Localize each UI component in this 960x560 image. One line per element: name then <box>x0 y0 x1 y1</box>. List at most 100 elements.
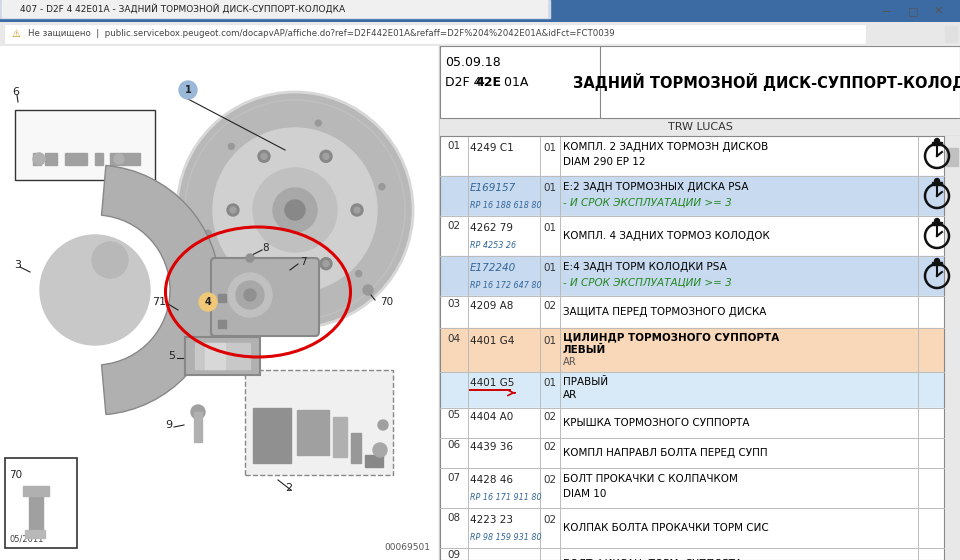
Text: □: □ <box>908 6 919 16</box>
Bar <box>440 136 944 176</box>
Text: - И СРОК ЭКСПЛУАТАЦИИ >= 3: - И СРОК ЭКСПЛУАТАЦИИ >= 3 <box>563 197 732 207</box>
FancyBboxPatch shape <box>211 258 319 336</box>
Text: ─: ─ <box>882 6 889 16</box>
Bar <box>946 148 958 166</box>
Text: +: + <box>46 54 54 64</box>
Bar <box>932 262 942 265</box>
Circle shape <box>227 204 239 216</box>
Circle shape <box>934 179 940 184</box>
Circle shape <box>351 204 363 216</box>
Text: RP 16 172 647 80: RP 16 172 647 80 <box>470 282 541 291</box>
Text: ПРАВЫЙ: ПРАВЫЙ <box>563 377 608 387</box>
Circle shape <box>92 242 128 278</box>
Text: КОЛПАК БОЛТА ПРОКАЧКИ ТОРМ СИС: КОЛПАК БОЛТА ПРОКАЧКИ ТОРМ СИС <box>563 523 769 533</box>
Text: 00069501: 00069501 <box>384 543 430 552</box>
Bar <box>0 71 440 72</box>
Bar <box>932 222 942 225</box>
Circle shape <box>934 138 940 143</box>
Text: 05: 05 <box>447 410 461 421</box>
Text: 09: 09 <box>447 550 461 560</box>
Text: 01: 01 <box>447 141 461 151</box>
Bar <box>194 412 202 442</box>
Bar <box>245 370 393 475</box>
Text: E172240: E172240 <box>470 263 516 273</box>
Bar <box>253 408 291 463</box>
Text: ✕: ✕ <box>934 6 944 16</box>
Text: AR: AR <box>563 390 577 400</box>
Text: КРЫШКА ТОРМОЗНОГО СУППОРТА: КРЫШКА ТОРМОЗНОГО СУППОРТА <box>563 418 750 428</box>
Circle shape <box>244 289 256 301</box>
Text: ЦИЛИНДР ТОРМОЗНОГО СУППОРТА: ЦИЛИНДР ТОРМОЗНОГО СУППОРТА <box>563 333 780 343</box>
Circle shape <box>230 207 236 213</box>
Text: Е:4 ЗАДН ТОРМ КОЛОДКИ PSA: Е:4 ЗАДН ТОРМ КОЛОДКИ PSA <box>563 262 727 272</box>
Bar <box>440 468 944 508</box>
Bar <box>0 0 550 18</box>
Bar <box>440 408 944 438</box>
Text: 08: 08 <box>447 513 461 523</box>
Text: TRW LUCAS: TRW LUCAS <box>667 122 732 132</box>
Text: 2: 2 <box>285 483 292 493</box>
Circle shape <box>285 200 305 220</box>
Text: RP 16 188 618 80: RP 16 188 618 80 <box>470 202 541 211</box>
Text: DIAM 10: DIAM 10 <box>563 489 607 499</box>
Text: 4: 4 <box>204 297 211 307</box>
Bar <box>218 294 226 302</box>
Text: 71: 71 <box>152 297 166 307</box>
Circle shape <box>323 261 329 267</box>
Circle shape <box>191 405 205 419</box>
Circle shape <box>354 207 360 213</box>
Circle shape <box>246 254 254 262</box>
Circle shape <box>315 120 322 126</box>
Text: - И СРОК ЭКСПЛУАТАЦИИ >= 3: - И СРОК ЭКСПЛУАТАЦИИ >= 3 <box>563 277 732 287</box>
Bar <box>439 46 440 560</box>
Circle shape <box>40 235 150 345</box>
Text: 05/2011: 05/2011 <box>9 535 43 544</box>
Wedge shape <box>102 165 220 414</box>
Text: БОЛТ ФИКСАЦ. ТОРМ. СУППОРТА: БОЛТ ФИКСАЦ. ТОРМ. СУППОРТА <box>563 558 742 560</box>
Circle shape <box>379 184 385 190</box>
Bar <box>48 50 66 68</box>
Text: 5: 5 <box>168 351 175 361</box>
Text: 01: 01 <box>543 223 557 233</box>
Text: 01: 01 <box>543 183 557 193</box>
Text: 70: 70 <box>9 470 22 480</box>
Circle shape <box>261 153 267 159</box>
Text: RP 98 159 931 80: RP 98 159 931 80 <box>470 534 541 543</box>
Bar <box>8 50 26 68</box>
Text: КОМПЛ. 4 ЗАДНИХ ТОРМОЗ КОЛОДОК: КОМПЛ. 4 ЗАДНИХ ТОРМОЗ КОЛОДОК <box>563 231 770 241</box>
Text: Не защищено  |  public.servicebox.peugeot.com/docapvAP/affiche.do?ref=D2F442E01A: Не защищено | public.servicebox.peugeot.… <box>28 30 614 39</box>
Bar <box>185 337 260 375</box>
Bar <box>365 455 383 467</box>
Bar <box>29 491 43 533</box>
Bar <box>440 176 944 216</box>
Text: 1: 1 <box>184 85 191 95</box>
Circle shape <box>258 150 270 162</box>
Text: 4262 79: 4262 79 <box>470 223 513 233</box>
Text: 70: 70 <box>380 297 394 307</box>
Circle shape <box>253 168 337 252</box>
Text: DIAM 290 EP 12: DIAM 290 EP 12 <box>563 157 645 167</box>
Text: 4209 A8: 4209 A8 <box>470 301 514 311</box>
Circle shape <box>320 150 332 162</box>
Circle shape <box>205 230 211 236</box>
Text: 407 - D2F 4 42E01A - ЗАДНИЙ ТОРМОЗНОЙ ДИСК-СУППОРТ-КОЛОДКА: 407 - D2F 4 42E01A - ЗАДНИЙ ТОРМОЗНОЙ ДИ… <box>20 4 346 14</box>
Text: 4439 36: 4439 36 <box>470 442 513 452</box>
Circle shape <box>934 259 940 264</box>
Bar <box>932 142 942 145</box>
Text: 7: 7 <box>300 257 306 267</box>
Text: 01: 01 <box>543 336 557 346</box>
Bar <box>5 458 77 548</box>
Circle shape <box>258 258 270 270</box>
Text: КОМПЛ НАПРАВЛ БОЛТА ПЕРЕД СУПП: КОМПЛ НАПРАВЛ БОЛТА ПЕРЕД СУПП <box>563 448 768 458</box>
Text: 02: 02 <box>447 221 461 231</box>
Bar <box>440 548 944 560</box>
Circle shape <box>236 281 264 309</box>
Text: 07: 07 <box>447 473 461 483</box>
Bar <box>25 530 45 538</box>
Bar <box>440 372 944 408</box>
Bar <box>218 320 226 328</box>
Bar <box>65 153 87 165</box>
Circle shape <box>373 443 387 457</box>
Bar <box>15 110 155 180</box>
Text: 4401 G4: 4401 G4 <box>470 336 515 346</box>
